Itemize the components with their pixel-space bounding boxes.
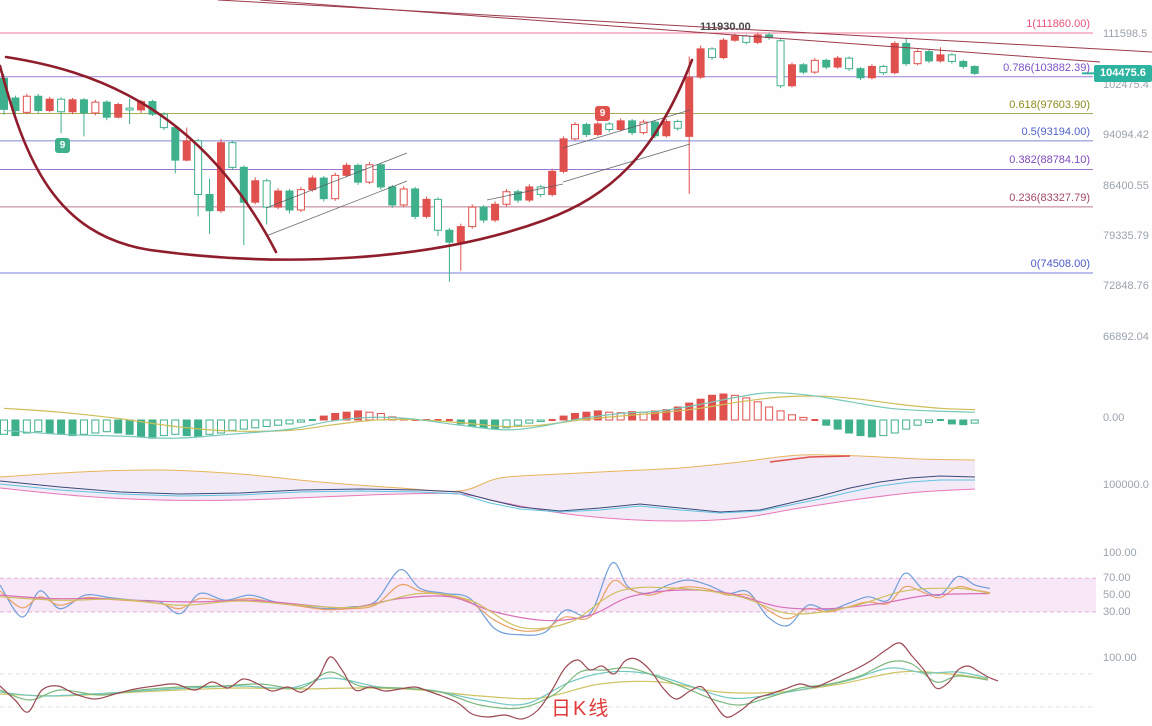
bottom-oscillator-pane [0, 642, 1096, 720]
cup-curve-drawing[interactable] [0, 55, 694, 261]
fib-label-0.786[interactable]: 0.786(103882.39) [1003, 61, 1090, 74]
descending-trendlines[interactable] [217, 0, 1152, 63]
fib-level-lines[interactable] [0, 32, 1093, 274]
high-price-label: 111930.00 [700, 21, 751, 33]
fib-label-1[interactable]: 1(111860.00) [1026, 18, 1090, 30]
td-sequential-marker-9-red[interactable]: 9 [595, 106, 610, 121]
price-axis-label: 72848.76 [1103, 280, 1149, 293]
macd-pane [0, 392, 979, 439]
bottom-pane-axis-label: 100.00 [1103, 652, 1137, 664]
price-axis-label: 86400.55 [1103, 179, 1149, 192]
oscillator-axis-label: 30.00 [1103, 606, 1131, 618]
price-axis-label: 66892.04 [1103, 330, 1149, 343]
fib-label-0.5[interactable]: 0.5(93194.00) [1021, 125, 1091, 138]
fib-label-0.382[interactable]: 0.382(88784.10) [1009, 154, 1090, 167]
td-sequential-marker-9-green[interactable]: 9 [55, 138, 70, 153]
price-axis-label: 79335.79 [1103, 229, 1149, 242]
current-price-badge: 104475.6 [1094, 65, 1152, 82]
oscillator-axis-label: 70.00 [1103, 572, 1131, 585]
price-axis-label: 111598.5 [1103, 28, 1148, 41]
macd-zero-axis-label: 0.00 [1103, 412, 1125, 424]
trend-channel-drawings[interactable] [265, 109, 691, 237]
fib-label-0.618[interactable]: 0.618(97603.90) [1009, 98, 1090, 111]
candlestick-layer [0, 32, 979, 282]
band-pane-axis-label: 100000.0 [1103, 479, 1149, 491]
rsi-pane [0, 562, 1096, 636]
oscillator-axis-label: 100.00 [1103, 547, 1137, 559]
fib-label-0[interactable]: 0(74508.00) [1030, 258, 1090, 270]
fib-label-0.236[interactable]: 0.236(83327.79) [1009, 191, 1090, 204]
band-indicator-pane [0, 454, 976, 522]
kline-period-title: 日K线 [551, 698, 611, 720]
price-axis-label: 94094.42 [1103, 129, 1149, 142]
oscillator-axis-label: 50.00 [1103, 589, 1131, 602]
